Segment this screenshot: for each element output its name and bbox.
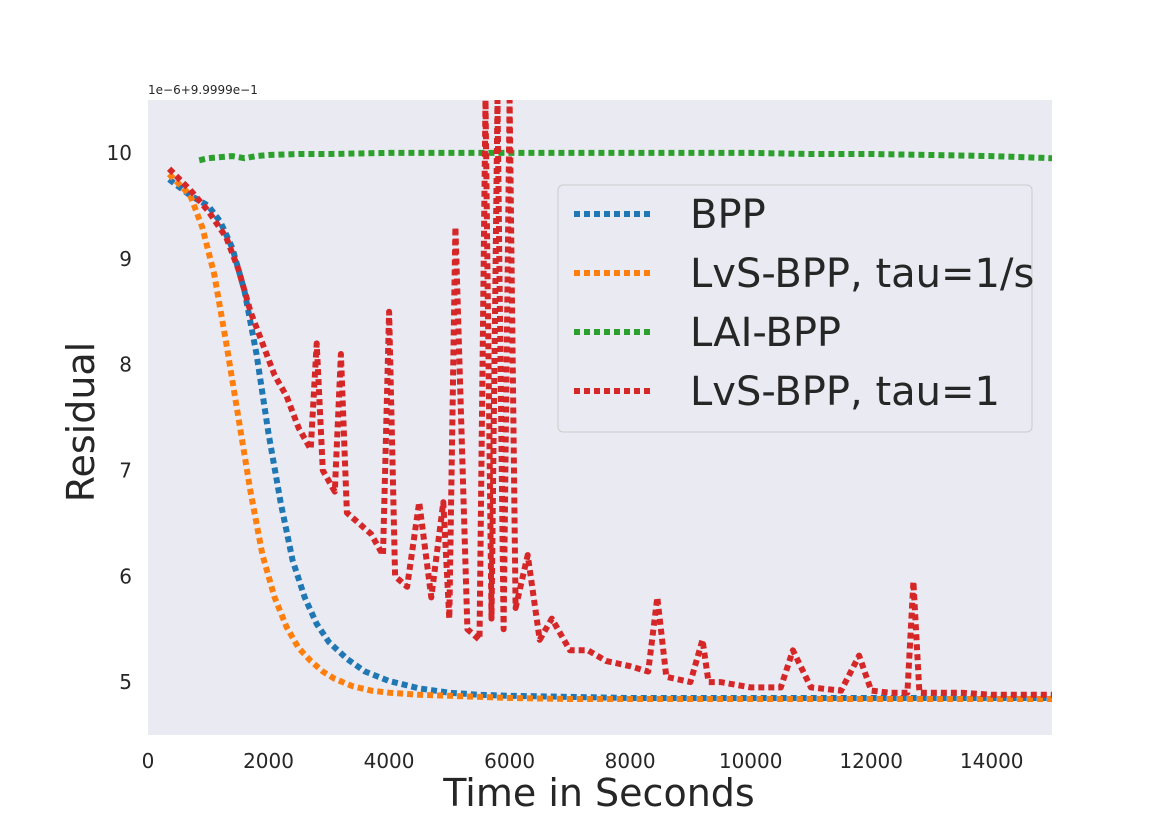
x-tick-label: 12000 (839, 749, 903, 773)
x-tick-label: 2000 (243, 749, 294, 773)
legend-label-2: LvS-BPP, tau=1/s (690, 251, 1034, 297)
y-tick-label: 8 (119, 353, 132, 377)
series-line-3 (198, 149, 1052, 164)
legend-label-4: LvS-BPP, tau=1 (690, 369, 1000, 415)
x-axis-ticks: 0 2000 4000 6000 8000 10000 12000 14000 (142, 749, 1024, 773)
y-axis-label: Residual (59, 342, 103, 502)
y-tick-label: 5 (119, 670, 132, 694)
legend: BPP LvS-BPP, tau=1/s LAI-BPP LvS-BPP, tau=1 (557, 184, 1034, 433)
series-line-4 (166, 100, 1052, 698)
x-tick-label: 10000 (719, 749, 783, 773)
x-tick-label: 6000 (484, 749, 535, 773)
y-tick-label: 6 (119, 564, 132, 588)
x-tick-label: 8000 (605, 749, 656, 773)
x-tick-label: 4000 (364, 749, 415, 773)
y-axis-ticks: 5 6 7 8 9 10 (107, 141, 132, 694)
y-tick-label: 10 (107, 141, 132, 165)
x-tick-label: 14000 (960, 749, 1024, 773)
y-axis-offset-text: 1e−6+9.9999e−1 (148, 83, 258, 97)
legend-label-1: BPP (690, 192, 766, 238)
y-tick-label: 9 (119, 247, 132, 271)
x-tick-label: 0 (142, 749, 155, 773)
series-layer (166, 100, 1052, 702)
series-line-2 (166, 171, 1052, 702)
legend-label-3: LAI-BPP (690, 310, 841, 356)
x-axis-label: Time in Seconds (442, 771, 754, 815)
legend-box (557, 184, 1033, 433)
y-tick-label: 7 (119, 458, 132, 482)
